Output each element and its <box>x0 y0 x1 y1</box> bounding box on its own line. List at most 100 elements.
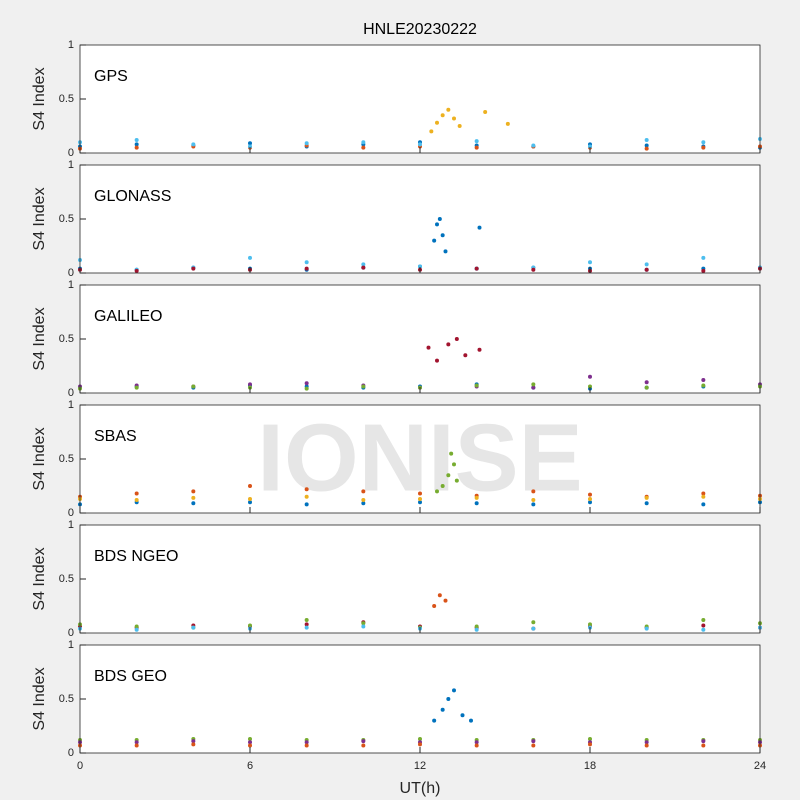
data-point <box>531 267 536 272</box>
data-point <box>531 143 536 148</box>
data-point <box>248 740 252 745</box>
data-point <box>644 385 649 390</box>
data-point <box>361 498 366 503</box>
axes-background <box>80 645 760 753</box>
panel-label: BDS GEO <box>94 668 167 685</box>
data-point <box>304 386 309 391</box>
data-point <box>531 385 536 390</box>
panel-label: SBAS <box>94 428 137 445</box>
data-point <box>446 342 451 347</box>
data-point <box>443 249 448 254</box>
data-point <box>134 491 139 496</box>
data-point <box>454 478 459 483</box>
data-point <box>474 139 479 144</box>
data-point <box>191 501 196 506</box>
data-point <box>644 495 649 500</box>
data-point <box>440 484 445 488</box>
data-point <box>505 121 510 126</box>
panel-label: GLONASS <box>94 188 171 205</box>
data-point <box>248 255 252 260</box>
data-point <box>418 736 422 741</box>
data-point <box>483 109 488 114</box>
y-tick-label: 0.5 <box>59 93 74 105</box>
data-point <box>361 501 366 506</box>
y-tick-label: 1 <box>68 519 74 531</box>
data-point <box>435 489 439 494</box>
data-point <box>361 140 366 145</box>
data-point <box>429 129 434 134</box>
data-point <box>588 500 592 505</box>
data-point <box>435 222 439 227</box>
data-point <box>432 604 437 608</box>
y-tick-label: 0 <box>68 507 74 519</box>
y-tick-label: 1 <box>68 279 74 291</box>
data-point <box>701 618 706 623</box>
data-point <box>437 593 442 598</box>
data-point <box>474 145 479 150</box>
data-point <box>452 462 456 467</box>
data-point <box>440 707 445 712</box>
data-point <box>452 116 456 121</box>
data-point <box>446 473 451 478</box>
data-point <box>304 625 309 630</box>
y-tick-label: 0.5 <box>59 693 74 705</box>
y-tick-label: 0 <box>68 267 74 279</box>
data-point <box>134 145 139 150</box>
data-point <box>701 140 706 145</box>
data-point <box>191 625 196 630</box>
data-point <box>443 598 448 603</box>
data-point <box>588 742 592 747</box>
data-point <box>248 623 252 628</box>
x-tick-label: 24 <box>754 760 766 772</box>
y-tick-label: 1 <box>68 159 74 171</box>
data-point <box>248 141 252 146</box>
x-tick-label: 12 <box>414 760 426 772</box>
data-point <box>701 502 706 507</box>
data-point <box>418 496 422 501</box>
y-tick-label: 0 <box>68 627 74 639</box>
data-point <box>418 142 422 147</box>
data-point <box>644 143 649 148</box>
data-point <box>191 495 196 500</box>
x-tick-label: 18 <box>584 760 596 772</box>
data-point <box>304 502 309 507</box>
data-point <box>644 262 649 267</box>
data-point <box>531 382 536 387</box>
panel-label: GPS <box>94 68 128 85</box>
data-point <box>701 743 706 748</box>
data-point <box>361 384 366 389</box>
y-tick-label: 0.5 <box>59 453 74 465</box>
data-point <box>469 718 473 723</box>
data-point <box>304 141 309 146</box>
data-point <box>304 381 309 386</box>
data-point <box>644 626 649 631</box>
data-point <box>432 238 437 243</box>
data-point <box>304 487 309 492</box>
chart-title: HNLE20230222 <box>363 21 477 38</box>
data-point <box>248 382 252 387</box>
data-point <box>304 494 309 499</box>
data-point <box>644 380 649 385</box>
axes-background <box>80 525 760 633</box>
data-point <box>304 743 309 748</box>
data-point <box>701 255 706 260</box>
data-point <box>531 498 536 503</box>
data-point <box>134 138 139 143</box>
data-point <box>531 626 536 631</box>
data-point <box>701 145 706 150</box>
data-point <box>474 266 479 271</box>
data-point <box>644 743 649 748</box>
data-point <box>463 353 468 358</box>
data-point <box>248 496 252 501</box>
y-axis-label: S4 Index <box>31 667 48 730</box>
data-point <box>134 268 139 273</box>
x-tick-label: 6 <box>247 760 253 772</box>
data-point <box>134 740 139 745</box>
panel-label: GALILEO <box>94 308 162 325</box>
data-point <box>588 260 592 265</box>
data-point <box>449 451 454 456</box>
data-point <box>361 739 366 744</box>
data-point <box>134 498 139 503</box>
data-point <box>191 142 196 147</box>
data-point <box>248 500 252 505</box>
